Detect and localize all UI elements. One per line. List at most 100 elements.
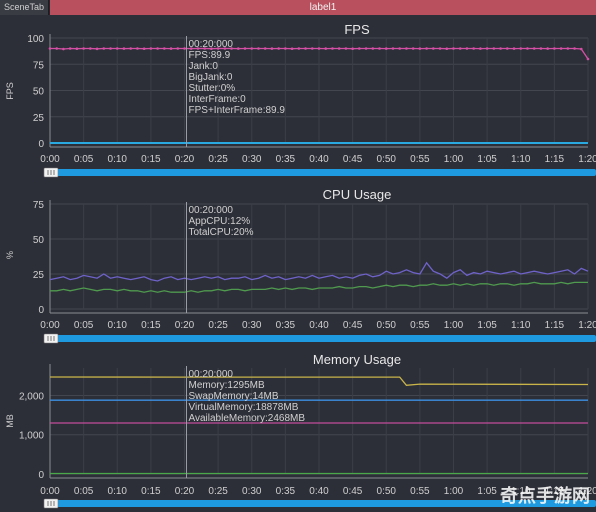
data-point: [149, 47, 153, 50]
data-point: [391, 47, 395, 50]
y-tick-label: 0: [38, 139, 44, 150]
data-point: [156, 47, 159, 50]
x-tick-label: 0:55: [410, 486, 430, 497]
data-point: [411, 47, 415, 50]
cursor-info-line: 00:20:000: [189, 369, 234, 380]
data-point: [176, 47, 180, 50]
timeline-scrollbar[interactable]: [44, 500, 596, 507]
x-tick-label: 0:25: [208, 320, 228, 331]
cursor-info-line: 00:20:000: [189, 39, 234, 50]
data-point: [499, 47, 502, 50]
watermark-logo: 奇点手游网: [500, 485, 590, 506]
series-line-totalcpu: [49, 261, 589, 282]
data-point: [89, 47, 92, 50]
data-point: [250, 47, 254, 50]
data-point: [432, 47, 435, 50]
data-point: [304, 47, 307, 50]
y-axis-label-0: FPS: [5, 82, 15, 100]
data-point: [284, 47, 287, 50]
data-point: [310, 47, 314, 50]
data-point: [539, 47, 543, 50]
data-point: [579, 47, 583, 51]
data-point: [237, 47, 240, 50]
x-tick-label: 0:20: [175, 154, 195, 165]
data-point: [559, 47, 563, 50]
x-tick-label: 1:15: [545, 486, 565, 497]
x-tick-label: 0:45: [343, 486, 363, 497]
data-point: [196, 47, 200, 50]
data-point: [223, 47, 227, 50]
x-tick-label: 1:10: [511, 154, 531, 165]
data-point: [243, 47, 247, 50]
x-tick-label: 0:30: [242, 154, 262, 165]
x-tick-label: 1:10: [511, 320, 531, 331]
data-point: [566, 47, 570, 50]
data-point: [425, 47, 428, 50]
x-tick-label: 0:20: [175, 320, 195, 331]
timeline-scrollbar[interactable]: [44, 335, 596, 342]
cursor-info-line: Stutter:0%: [189, 83, 236, 94]
x-tick-label: 0:00: [40, 320, 60, 331]
series-line-memory: [49, 376, 589, 386]
x-tick-label: 1:20: [578, 320, 596, 331]
x-tick-label: 0:00: [40, 154, 60, 165]
tab-scene[interactable]: SceneTab: [0, 0, 49, 15]
chart-title-0: FPS: [344, 22, 370, 37]
data-point: [68, 47, 72, 50]
x-tick-label: 0:10: [108, 486, 128, 497]
data-point: [532, 47, 536, 50]
y-tick-label: 0: [38, 470, 44, 481]
cursor-info-line: AppCPU:12%: [189, 216, 251, 227]
x-tick-label: 0:05: [74, 154, 94, 165]
y-tick-label: 0: [38, 305, 44, 316]
y-tick-label: 75: [33, 200, 45, 211]
x-tick-label: 1:20: [578, 486, 596, 497]
y-tick-label: 50: [33, 87, 45, 98]
x-tick-label: 1:20: [578, 154, 596, 165]
data-point: [189, 47, 193, 50]
data-point: [351, 47, 354, 51]
data-point: [465, 47, 469, 50]
x-tick-label: 1:15: [545, 154, 565, 165]
data-point: [452, 47, 455, 50]
data-point: [129, 47, 132, 50]
data-point: [82, 47, 85, 50]
data-point: [358, 47, 361, 50]
x-tick-label: 0:35: [276, 486, 296, 497]
x-tick-label: 1:05: [477, 320, 497, 331]
x-tick-label: 0:05: [74, 486, 94, 497]
data-point: [270, 47, 274, 50]
x-tick-label: 0:15: [141, 154, 161, 165]
x-tick-label: 0:40: [309, 320, 329, 331]
data-point: [62, 47, 65, 51]
data-point: [378, 47, 381, 50]
data-point: [526, 47, 529, 50]
data-point: [163, 47, 166, 50]
chart-title-2: Memory Usage: [313, 352, 401, 367]
data-point: [398, 47, 402, 50]
data-point: [122, 47, 126, 50]
x-tick-label: 0:00: [40, 486, 60, 497]
cursor-info-line: SwapMemory:14MB: [189, 391, 279, 402]
data-point: [324, 47, 328, 50]
cursor-info-line: BigJank:0: [189, 72, 233, 83]
x-tick-label: 0:35: [276, 320, 296, 331]
data-point: [136, 47, 139, 50]
data-point: [257, 47, 260, 50]
y-tick-label: 25: [33, 270, 45, 281]
y-tick-label: 1,000: [19, 431, 44, 442]
data-point: [331, 47, 334, 50]
x-tick-label: 0:50: [377, 486, 397, 497]
y-tick-label: 25: [33, 113, 45, 124]
data-point: [445, 47, 449, 51]
data-point: [48, 47, 52, 50]
timeline-scrollbar[interactable]: [44, 169, 596, 176]
tab-label1[interactable]: label1: [50, 0, 596, 15]
data-point: [115, 47, 119, 50]
data-point: [337, 47, 341, 50]
data-point: [586, 57, 590, 61]
data-point: [479, 47, 482, 50]
x-tick-label: 0:30: [242, 486, 262, 497]
y-axis-label-2: MB: [5, 414, 15, 428]
x-tick-label: 0:55: [410, 154, 430, 165]
